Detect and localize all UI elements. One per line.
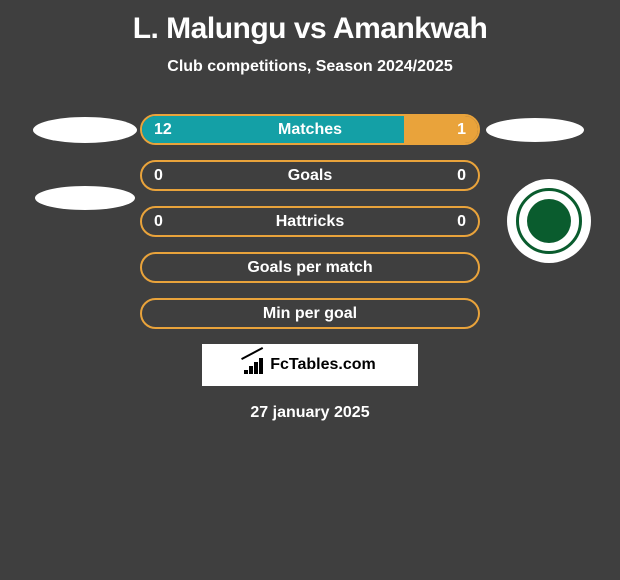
stat-value-left: 0 xyxy=(154,213,163,231)
left-badge-slot xyxy=(30,114,140,145)
stat-label: Goals per match xyxy=(142,259,478,277)
stat-value-right: 0 xyxy=(457,213,466,231)
club-crest xyxy=(507,179,591,263)
page-title: L. Malungu vs Amankwah xyxy=(0,0,620,46)
bar-fill-right xyxy=(404,116,478,143)
stat-value-left: 0 xyxy=(154,167,163,185)
left-badge-slot xyxy=(30,252,140,283)
bar-fill-left xyxy=(142,116,404,143)
left-badge-slot xyxy=(30,160,140,191)
stat-label: Hattricks xyxy=(142,213,478,231)
right-badge-slot xyxy=(480,114,590,145)
left-badge-slot xyxy=(30,298,140,329)
bar-chart-icon xyxy=(244,356,264,374)
player-badge xyxy=(33,117,137,143)
stat-bar: Min per goal xyxy=(140,298,480,329)
stat-value-right: 1 xyxy=(457,121,466,139)
date-label: 27 january 2025 xyxy=(0,404,620,422)
stat-bar: Matches121 xyxy=(140,114,480,145)
stat-value-left: 12 xyxy=(154,121,172,139)
stat-label: Min per goal xyxy=(142,305,478,323)
attribution-box: FcTables.com xyxy=(202,344,418,386)
stat-bar: Goals0 0 xyxy=(140,160,480,191)
stat-row: Matches121 xyxy=(0,114,620,145)
right-badge-slot xyxy=(480,298,590,329)
stat-label: Goals xyxy=(142,167,478,185)
stat-bar: Hattricks0 0 xyxy=(140,206,480,237)
player-badge xyxy=(486,118,584,142)
comparison-infographic: L. Malungu vs Amankwah Club competitions… xyxy=(0,0,620,580)
stat-value-right: 0 xyxy=(457,167,466,185)
stat-row: Min per goal xyxy=(0,298,620,329)
stat-bar: Goals per match xyxy=(140,252,480,283)
subtitle: Club competitions, Season 2024/2025 xyxy=(0,58,620,76)
attribution-text: FcTables.com xyxy=(270,356,376,374)
player-badge xyxy=(35,186,135,210)
left-badge-slot xyxy=(30,206,140,237)
